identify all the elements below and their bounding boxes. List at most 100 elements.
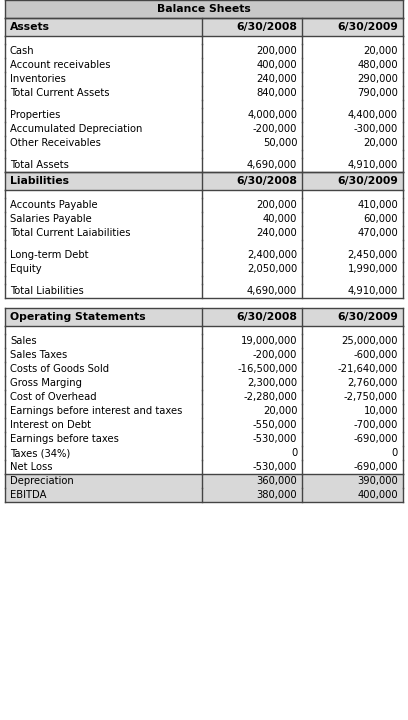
Text: 50,000: 50,000 bbox=[263, 138, 297, 148]
Bar bbox=[302, 150, 403, 158]
Bar bbox=[5, 44, 202, 58]
Bar bbox=[202, 122, 302, 136]
Bar bbox=[302, 284, 403, 298]
Text: 840,000: 840,000 bbox=[257, 88, 297, 98]
Text: Operating Statements: Operating Statements bbox=[10, 312, 146, 322]
Text: -2,750,000: -2,750,000 bbox=[344, 392, 398, 402]
Bar bbox=[302, 44, 403, 58]
Text: 2,450,000: 2,450,000 bbox=[348, 250, 398, 260]
Bar bbox=[5, 86, 202, 100]
Text: 6/30/2009: 6/30/2009 bbox=[337, 176, 398, 186]
Bar bbox=[5, 158, 202, 172]
Bar bbox=[5, 212, 202, 226]
Text: Inventories: Inventories bbox=[10, 74, 66, 84]
Bar bbox=[5, 136, 202, 150]
Bar bbox=[202, 262, 302, 276]
Text: Depreciation: Depreciation bbox=[10, 476, 74, 486]
Bar bbox=[5, 240, 202, 248]
Bar bbox=[302, 212, 403, 226]
Bar bbox=[5, 198, 202, 212]
Bar bbox=[302, 326, 403, 334]
Bar bbox=[202, 240, 302, 248]
Bar bbox=[202, 108, 302, 122]
Bar bbox=[5, 404, 202, 418]
Text: Accounts Payable: Accounts Payable bbox=[10, 200, 98, 210]
Text: Equity: Equity bbox=[10, 264, 42, 274]
Bar bbox=[202, 198, 302, 212]
Text: 25,000,000: 25,000,000 bbox=[341, 336, 398, 346]
Text: -200,000: -200,000 bbox=[253, 124, 297, 134]
Text: 2,400,000: 2,400,000 bbox=[247, 250, 297, 260]
Bar bbox=[302, 108, 403, 122]
Text: 60,000: 60,000 bbox=[364, 214, 398, 224]
Bar bbox=[302, 198, 403, 212]
Bar bbox=[5, 150, 202, 158]
Text: Sales Taxes: Sales Taxes bbox=[10, 350, 67, 360]
Text: -530,000: -530,000 bbox=[253, 434, 297, 444]
Bar bbox=[5, 308, 202, 326]
Bar bbox=[302, 36, 403, 44]
Text: Long-term Debt: Long-term Debt bbox=[10, 250, 89, 260]
Bar bbox=[5, 284, 202, 298]
Bar bbox=[5, 226, 202, 240]
Text: 0: 0 bbox=[291, 448, 297, 458]
Text: 200,000: 200,000 bbox=[257, 46, 297, 56]
Bar bbox=[202, 488, 302, 502]
Text: -530,000: -530,000 bbox=[253, 462, 297, 472]
Bar bbox=[302, 488, 403, 502]
Text: -600,000: -600,000 bbox=[354, 350, 398, 360]
Text: 6/30/2009: 6/30/2009 bbox=[337, 312, 398, 322]
Bar bbox=[302, 334, 403, 348]
Text: Taxes (34%): Taxes (34%) bbox=[10, 448, 70, 458]
Bar bbox=[202, 248, 302, 262]
Bar bbox=[5, 362, 202, 376]
Bar bbox=[5, 390, 202, 404]
Text: 2,300,000: 2,300,000 bbox=[247, 378, 297, 388]
Text: -690,000: -690,000 bbox=[353, 462, 398, 472]
Text: 290,000: 290,000 bbox=[357, 74, 398, 84]
Bar bbox=[5, 326, 202, 334]
Text: Earnings before interest and taxes: Earnings before interest and taxes bbox=[10, 406, 182, 416]
Text: 240,000: 240,000 bbox=[257, 228, 297, 238]
Bar bbox=[5, 172, 202, 190]
Text: 360,000: 360,000 bbox=[257, 476, 297, 486]
Text: 470,000: 470,000 bbox=[357, 228, 398, 238]
Bar bbox=[302, 86, 403, 100]
Text: 6/30/2008: 6/30/2008 bbox=[236, 176, 297, 186]
Text: 0: 0 bbox=[392, 448, 398, 458]
Text: Cash: Cash bbox=[10, 46, 35, 56]
Text: 2,760,000: 2,760,000 bbox=[348, 378, 398, 388]
Text: 40,000: 40,000 bbox=[263, 214, 297, 224]
Bar bbox=[202, 432, 302, 446]
Text: 4,910,000: 4,910,000 bbox=[348, 286, 398, 296]
Bar bbox=[302, 18, 403, 36]
Bar bbox=[302, 262, 403, 276]
Bar bbox=[202, 418, 302, 432]
Text: Properties: Properties bbox=[10, 110, 60, 120]
Text: 240,000: 240,000 bbox=[257, 74, 297, 84]
Bar bbox=[302, 226, 403, 240]
Bar bbox=[202, 404, 302, 418]
Text: Interest on Debt: Interest on Debt bbox=[10, 420, 91, 430]
Text: -2,280,000: -2,280,000 bbox=[244, 392, 297, 402]
Bar bbox=[302, 390, 403, 404]
Text: -300,000: -300,000 bbox=[354, 124, 398, 134]
Text: 10,000: 10,000 bbox=[364, 406, 398, 416]
Text: Accumulated Depreciation: Accumulated Depreciation bbox=[10, 124, 142, 134]
Bar bbox=[302, 308, 403, 326]
Bar bbox=[202, 390, 302, 404]
Bar bbox=[202, 284, 302, 298]
Bar bbox=[202, 150, 302, 158]
Bar bbox=[202, 100, 302, 108]
Bar bbox=[5, 446, 202, 460]
Bar bbox=[202, 158, 302, 172]
Bar bbox=[202, 44, 302, 58]
Text: Assets: Assets bbox=[10, 22, 50, 32]
Bar bbox=[202, 308, 302, 326]
Text: -200,000: -200,000 bbox=[253, 350, 297, 360]
Bar bbox=[202, 276, 302, 284]
Text: 4,690,000: 4,690,000 bbox=[247, 160, 297, 170]
Text: 4,690,000: 4,690,000 bbox=[247, 286, 297, 296]
Text: 4,910,000: 4,910,000 bbox=[348, 160, 398, 170]
Bar bbox=[5, 432, 202, 446]
